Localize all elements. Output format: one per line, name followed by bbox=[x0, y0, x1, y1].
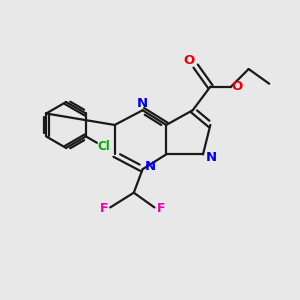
Text: O: O bbox=[184, 54, 195, 67]
Text: Cl: Cl bbox=[98, 140, 110, 153]
Text: O: O bbox=[232, 80, 243, 93]
Text: N: N bbox=[206, 151, 217, 164]
Text: F: F bbox=[157, 202, 165, 215]
Text: F: F bbox=[100, 202, 108, 215]
Text: N: N bbox=[144, 160, 156, 173]
Text: N: N bbox=[136, 97, 148, 110]
